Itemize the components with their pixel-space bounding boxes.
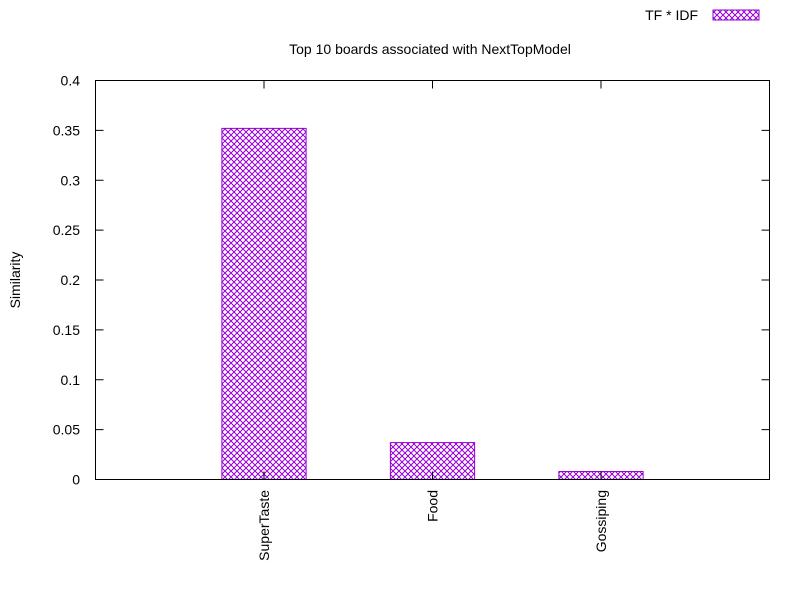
y-axis-ticks: 0 0.05 0.1 0.15 0.2 0.25 0.3 0.35 0.4 [53, 73, 770, 488]
y-tick-label: 0 [72, 472, 80, 488]
y-tick-label: 0.35 [53, 122, 80, 138]
x-tick-label: SuperTaste [256, 490, 272, 561]
bar-supertaste [221, 127, 307, 480]
x-axis-tick-labels: SuperTaste Food Gossiping [256, 80, 609, 561]
y-axis-label: Similarity [7, 252, 23, 309]
bar-series [221, 127, 644, 480]
legend: TF * IDF [645, 7, 760, 23]
y-tick-label: 0.2 [61, 272, 81, 288]
x-tick-label: Gossiping [593, 490, 609, 552]
y-tick-label: 0.15 [53, 322, 80, 338]
y-tick-label: 0.4 [61, 73, 81, 89]
plot-frame [95, 80, 770, 480]
legend-swatch [712, 9, 760, 21]
y-tick-label: 0.3 [61, 172, 81, 188]
x-tick-label: Food [425, 490, 441, 522]
y-tick-label: 0.25 [53, 222, 80, 238]
legend-label: TF * IDF [645, 7, 698, 23]
y-tick-label: 0.1 [61, 372, 81, 388]
y-tick-label: 0.05 [53, 422, 80, 438]
chart-title: Top 10 boards associated with NextTopMod… [289, 41, 571, 57]
